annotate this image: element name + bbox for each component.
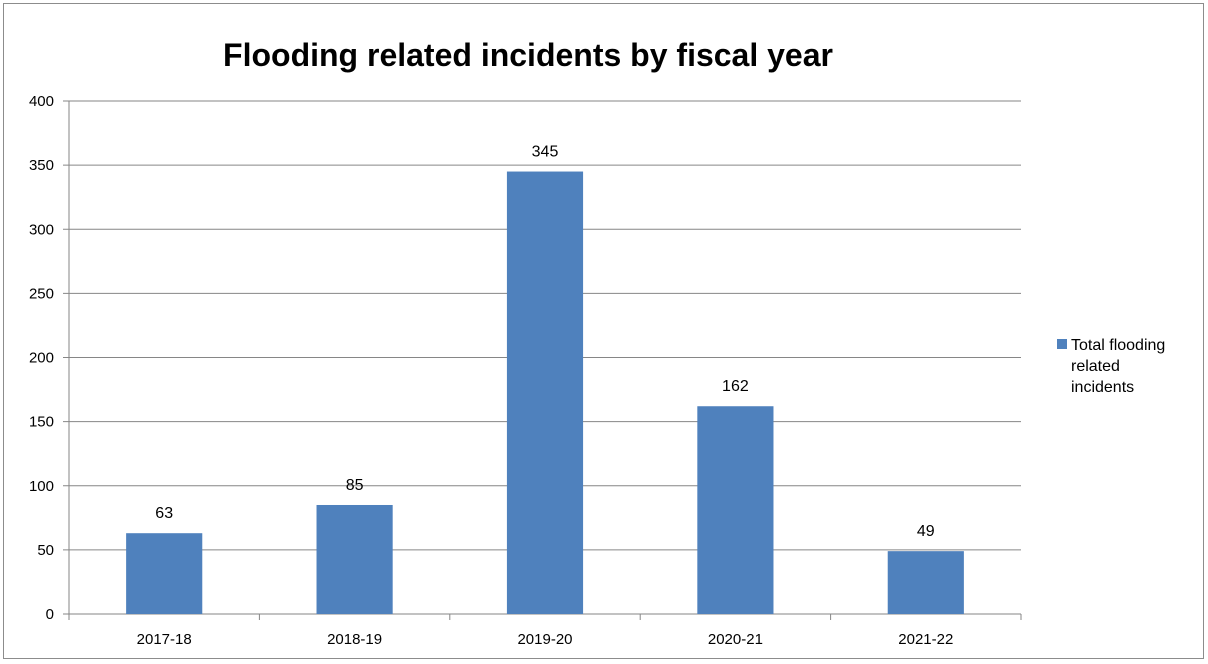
legend: Total flooding related incidents (1057, 337, 1165, 396)
y-tick-label: 100 (29, 478, 54, 495)
data-label: 162 (722, 378, 749, 395)
y-tick-label: 0 (46, 606, 54, 623)
data-labels: 63 85 345 162 49 (155, 144, 934, 541)
y-tick-label: 250 (29, 285, 54, 302)
x-tick-label: 2019-20 (517, 631, 572, 648)
bar (126, 533, 203, 614)
x-tick-label: 2020-21 (708, 631, 763, 648)
data-label: 85 (346, 477, 364, 494)
data-label: 345 (532, 144, 559, 161)
y-tick-label: 300 (29, 221, 54, 238)
axes: 0 50 100 150 200 250 300 350 400 2017-18 2018-19 20… (29, 93, 1022, 648)
legend-swatch (1057, 339, 1067, 349)
y-tick-label: 150 (29, 414, 54, 431)
chart-frame: Flooding related incidents by fiscal yea… (3, 3, 1204, 659)
y-tick-label: 400 (29, 93, 54, 110)
y-tick-label: 200 (29, 350, 54, 367)
data-label: 63 (155, 505, 173, 522)
bar (506, 171, 584, 614)
chart-title: Flooding related incidents by fiscal yea… (223, 37, 833, 73)
x-tick-label: 2018-19 (327, 631, 382, 648)
y-tick-label: 50 (37, 542, 54, 559)
bar (316, 504, 393, 614)
legend-label: Total flooding (1071, 337, 1165, 354)
y-tick-label: 350 (29, 157, 54, 174)
bar (887, 551, 964, 614)
data-label: 49 (917, 523, 935, 540)
bar-chart: Flooding related incidents by fiscal yea… (29, 37, 1165, 648)
legend-label: incidents (1071, 379, 1134, 396)
bars (126, 171, 964, 614)
legend-label: related (1071, 358, 1120, 375)
x-tick-label: 2021-22 (898, 631, 953, 648)
bar (697, 406, 774, 614)
x-tick-label: 2017-18 (137, 631, 192, 648)
